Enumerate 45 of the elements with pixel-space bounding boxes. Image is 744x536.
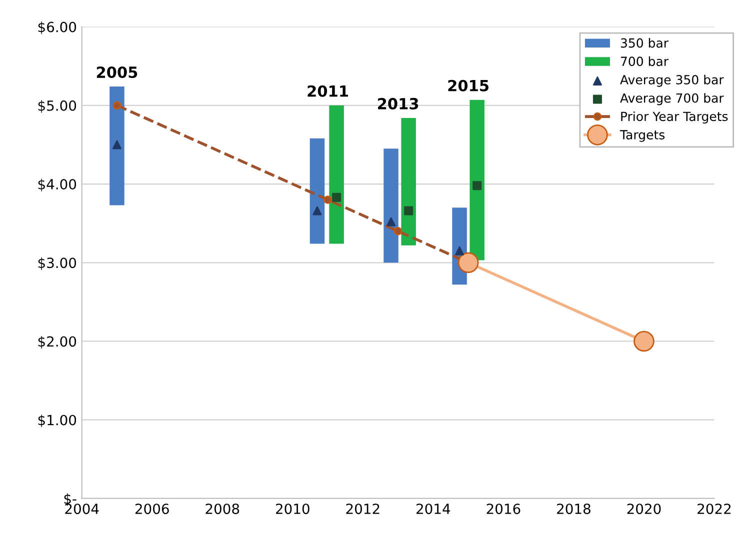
annotation: 2015 — [448, 80, 488, 92]
x-tick-label: 2008 — [206, 504, 240, 514]
x-tick-label: 2006 — [135, 504, 169, 514]
x-tick-label: 2014 — [416, 504, 450, 514]
point — [312, 206, 322, 216]
point — [404, 206, 414, 216]
bar — [310, 138, 325, 244]
bar — [110, 86, 124, 206]
x-tick-label: 2016 — [486, 504, 520, 514]
legend-label: Prior Year Targets — [621, 111, 728, 124]
annotation: 2013 — [378, 98, 418, 110]
annotation: 2011 — [308, 85, 348, 97]
legend-label: Average 700 bar — [620, 93, 724, 106]
annotation: 2005 — [96, 66, 138, 78]
x-tick-label: 2020 — [627, 504, 661, 514]
y-tick-label: $3.00 — [38, 257, 76, 270]
x-tick-label: 2010 — [276, 504, 310, 514]
y-tick-label: $1.00 — [38, 414, 76, 428]
x-tick-label: 2022 — [698, 504, 731, 514]
x-tick-label: 2012 — [346, 504, 380, 514]
y-tick-label: $5.00 — [38, 100, 76, 113]
y-tick-label: $- — [64, 493, 76, 506]
point — [458, 252, 479, 274]
legend-label: Targets — [620, 130, 665, 142]
bar — [470, 100, 484, 260]
point — [634, 330, 654, 352]
legend-label: Average 350 bar — [620, 74, 724, 87]
point — [324, 196, 332, 204]
point — [112, 101, 122, 110]
point — [332, 192, 342, 202]
point — [472, 181, 482, 190]
bar — [384, 148, 398, 263]
y-tick-label: $4.00 — [38, 178, 76, 192]
point — [455, 246, 464, 256]
bar — [401, 118, 416, 246]
point — [394, 227, 402, 236]
x-tick-label: 2018 — [557, 504, 590, 514]
legend-label: 350 bar — [620, 38, 669, 48]
y-tick-label: $2.00 — [38, 336, 76, 349]
point — [112, 140, 122, 150]
y-tick-label: $6.00 — [38, 22, 76, 34]
x-tick-label: 2004 — [65, 504, 99, 514]
point — [386, 217, 396, 226]
bar — [329, 105, 344, 244]
legend-label: 700 bar — [620, 56, 669, 66]
